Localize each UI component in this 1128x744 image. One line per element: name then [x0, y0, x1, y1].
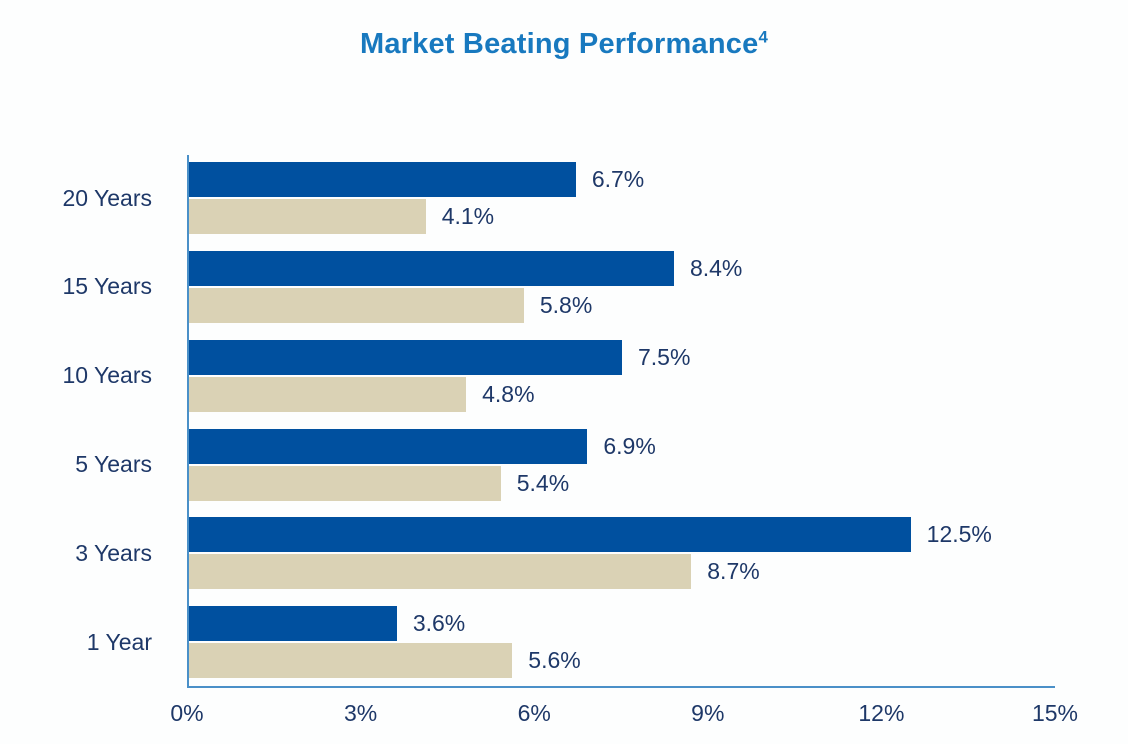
bar-value-label: 12.5% [926, 521, 992, 548]
x-axis-tick-label: 0% [170, 700, 204, 726]
x-axis-tick-label: 3% [343, 700, 378, 726]
bar-value-label: 4.1% [441, 203, 495, 229]
y-axis-label: 3 Years [75, 539, 152, 566]
x-axis-labels: 0% 3% 6% 9% 12% 15% [170, 700, 1078, 730]
bar-value-label: 6.9% [603, 432, 656, 459]
bar-primary-blue [189, 250, 674, 286]
bar-value-label: 5.8% [539, 291, 593, 318]
bar-secondary-tan [189, 643, 513, 679]
chart-title-footnote-marker: 4 [758, 27, 768, 47]
bar-primary-blue [189, 339, 622, 375]
bar-secondary-tan [189, 376, 467, 412]
bar-value-label: 8.7% [707, 558, 760, 585]
bar-value-label: 8.4% [689, 254, 743, 281]
y-axis-label: 20 Years [62, 184, 152, 211]
bar-primary-blue [189, 606, 397, 642]
y-axis-label: 5 Years [75, 451, 152, 477]
bar-value-label: 5.6% [528, 647, 581, 674]
x-axis-tick-label: 12% [858, 700, 905, 726]
bar-secondary-tan [189, 199, 426, 234]
bar-primary-blue [189, 428, 588, 464]
bar-value-label: 6.7% [591, 166, 645, 192]
bar-value-label: 4.8% [482, 380, 535, 407]
x-axis-tick-label: 6% [517, 700, 551, 726]
chart-title: Market Beating Performance4 [0, 28, 1128, 61]
y-axis-label: 15 Years [62, 273, 152, 300]
bar-secondary-tan [189, 554, 692, 590]
plot-area: 6.7% 4.1% 8.4% 5.8% 7.5% 4.8% 6.9% 5.4% 12.5% 8.7… [187, 155, 1055, 688]
bar-secondary-tan [189, 287, 524, 323]
bar-secondary-tan [189, 465, 501, 501]
bar-primary-blue [189, 517, 911, 553]
bar-value-label: 7.5% [638, 343, 691, 370]
bar-primary-blue [189, 162, 576, 197]
bar-value-label: 5.4% [516, 469, 570, 496]
x-axis-tick-label: 15% [1031, 700, 1079, 726]
y-axis-label: 1 Year [86, 628, 152, 655]
x-axis-tick-label: 9% [691, 700, 725, 726]
chart-title-text: Market Beating Performance [359, 28, 759, 60]
bar-value-label: 3.6% [412, 610, 466, 637]
y-axis-label: 10 Years [62, 362, 152, 389]
